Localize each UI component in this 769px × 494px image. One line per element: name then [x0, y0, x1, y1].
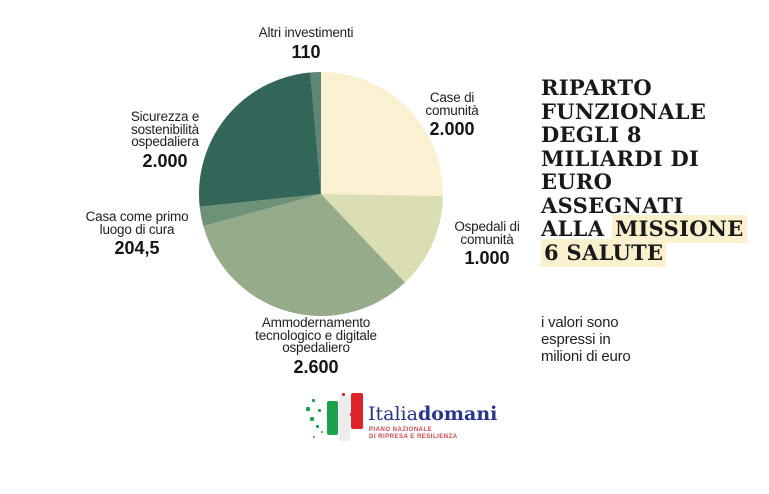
pie-slice-4	[198, 72, 321, 207]
slice-label-text: Sicurezza e sostenibilità ospedaliera	[130, 109, 200, 149]
pie-slice-1	[321, 194, 443, 283]
slice-label-text: Case di comunità	[425, 90, 479, 118]
slice-value: 1.000	[464, 248, 510, 268]
italian-flag-icon	[303, 391, 365, 445]
flag-red-bar	[351, 393, 363, 429]
page-title: RIPARTO FUNZIONALE DEGLI 8 MILIARDI DI EURO A…	[541, 75, 751, 267]
title-line: DEGLI 8	[541, 122, 642, 147]
logo-brand-regular: Italia	[368, 403, 418, 425]
slice-value: 204,5	[114, 238, 160, 258]
label-ammodernamento: Ammodernamento tecnologico e digitale os…	[232, 315, 400, 377]
flag-green-bar	[327, 401, 338, 435]
logo-tagline: PIANO NAZIONALE DI RIPRESA E RESILIENZA	[369, 427, 458, 441]
label-sicurezza-sostenibilita: Sicurezza e sostenibilità ospedaliera 2.…	[109, 109, 221, 171]
logo-wordmark: Italiadomani	[368, 403, 497, 425]
title-line: ASSEGNATI	[541, 192, 684, 218]
label-ospedali-di-comunita: Ospedali di comunità 1.000	[444, 219, 530, 268]
units-note: i valori sono espressi in milioni di eur…	[541, 314, 631, 365]
logo-brand-bold: domani	[417, 403, 498, 425]
pie-slice-2	[203, 194, 406, 316]
title-line: 6 SALUTE	[541, 238, 751, 267]
title-line: ALLA MISSIONE	[541, 215, 751, 243]
slice-value: 2.000	[429, 119, 475, 139]
pie-slice-3	[199, 194, 321, 227]
slice-label-text: Ammodernamento tecnologico e digitale os…	[255, 315, 377, 355]
title-highlight: 6 SALUTE	[541, 238, 667, 267]
slice-value: 2.600	[293, 356, 339, 377]
title-line: EURO	[541, 169, 613, 194]
pie-slice-0	[321, 72, 443, 197]
flag-white-bar	[339, 396, 350, 441]
slice-value: 110	[291, 41, 321, 62]
logo-tagline-line2: DI RIPRESA E RESILIENZA	[369, 434, 458, 440]
pie-chart	[198, 71, 443, 316]
label-altri-investimenti: Altri investimenti 110	[231, 25, 381, 62]
italia-domani-logo: Italiadomani PIANO NAZIONALE DI RIPRESA …	[303, 391, 497, 449]
label-casa-come-primo-luogo: Casa come primo luogo di cura 204,5	[73, 209, 201, 258]
title-highlight: MISSIONE	[611, 215, 747, 243]
title-line: FUNZIONALE	[541, 98, 707, 124]
pie-svg	[198, 71, 443, 316]
title-line: RIPARTO	[541, 75, 652, 100]
slice-label-text: Casa come primo luogo di cura	[85, 209, 189, 237]
slice-label-text: Altri investimenti	[258, 25, 354, 40]
pie-slice-5	[310, 71, 321, 194]
slice-value: 2.000	[142, 150, 188, 171]
title-line: MILIARDI DI	[541, 145, 700, 171]
logo-tagline-line1: PIANO NAZIONALE	[369, 427, 433, 433]
label-case-di-comunita: Case di comunità 2.000	[412, 90, 492, 139]
slice-label-text: Ospedali di comunità	[454, 219, 520, 247]
